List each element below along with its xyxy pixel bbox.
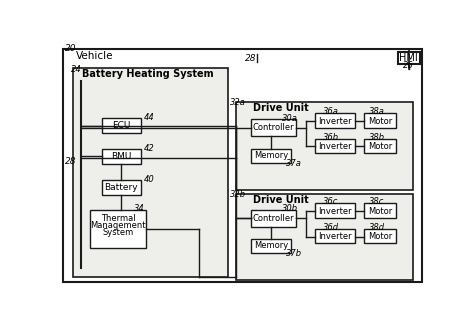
Text: 34: 34: [134, 204, 145, 213]
Text: 32a: 32a: [230, 98, 246, 107]
Text: Inverter: Inverter: [319, 232, 352, 241]
Text: ECU: ECU: [112, 121, 130, 130]
Bar: [315, 204, 356, 218]
Text: 44: 44: [144, 113, 155, 122]
Text: Drive Unit: Drive Unit: [253, 195, 309, 205]
Bar: [73, 68, 228, 277]
Text: 38a: 38a: [369, 107, 385, 116]
Text: Battery: Battery: [104, 183, 138, 192]
Text: Motor: Motor: [368, 232, 392, 241]
Text: 28: 28: [245, 54, 257, 63]
Text: HMI: HMI: [400, 53, 418, 63]
Text: 28: 28: [65, 157, 77, 166]
Bar: [90, 210, 146, 248]
Bar: [315, 113, 356, 128]
Bar: [251, 210, 296, 226]
Text: 30b: 30b: [282, 204, 298, 213]
Text: Vehicle: Vehicle: [76, 51, 114, 61]
Text: Motor: Motor: [368, 117, 392, 126]
Bar: [251, 149, 291, 163]
Text: 42: 42: [144, 144, 155, 153]
Bar: [315, 229, 356, 243]
Text: 37a: 37a: [286, 159, 302, 168]
Bar: [364, 139, 396, 153]
Bar: [364, 204, 396, 218]
Text: 37b: 37b: [286, 249, 302, 258]
Bar: [102, 180, 141, 195]
Bar: [251, 239, 291, 253]
Bar: [102, 118, 141, 133]
Text: 36d: 36d: [323, 223, 339, 232]
Text: Inverter: Inverter: [319, 142, 352, 151]
Text: Thermal: Thermal: [101, 214, 136, 223]
Bar: [364, 113, 396, 128]
Text: 38d: 38d: [369, 223, 385, 232]
Text: Motor: Motor: [368, 207, 392, 216]
Text: 36a: 36a: [323, 107, 338, 116]
Bar: [364, 229, 396, 243]
Bar: [236, 102, 413, 190]
Text: 38c: 38c: [369, 197, 384, 206]
Text: 30a: 30a: [282, 114, 298, 123]
Text: 40: 40: [144, 175, 155, 184]
Text: Battery Heating System: Battery Heating System: [82, 69, 214, 79]
Text: Controller: Controller: [252, 213, 294, 223]
Text: 36c: 36c: [323, 197, 338, 206]
Bar: [102, 149, 141, 164]
Text: Memory: Memory: [254, 241, 288, 250]
Bar: [251, 119, 296, 137]
Text: Memory: Memory: [254, 151, 288, 160]
Text: 24: 24: [71, 65, 82, 74]
Text: Drive Unit: Drive Unit: [253, 103, 309, 113]
Text: BMU: BMU: [111, 152, 131, 161]
Text: 20: 20: [64, 44, 76, 53]
Text: 38b: 38b: [369, 133, 385, 142]
Bar: [236, 194, 413, 280]
Text: Inverter: Inverter: [319, 207, 352, 216]
Bar: [315, 139, 356, 153]
Text: Management: Management: [91, 221, 146, 230]
Text: 26: 26: [403, 61, 414, 70]
Text: Motor: Motor: [368, 142, 392, 151]
Bar: [398, 52, 419, 64]
Text: 36b: 36b: [323, 133, 339, 142]
Text: System: System: [102, 228, 134, 237]
Text: 32b: 32b: [230, 190, 246, 199]
Text: Inverter: Inverter: [319, 117, 352, 126]
Text: Controller: Controller: [252, 123, 294, 132]
